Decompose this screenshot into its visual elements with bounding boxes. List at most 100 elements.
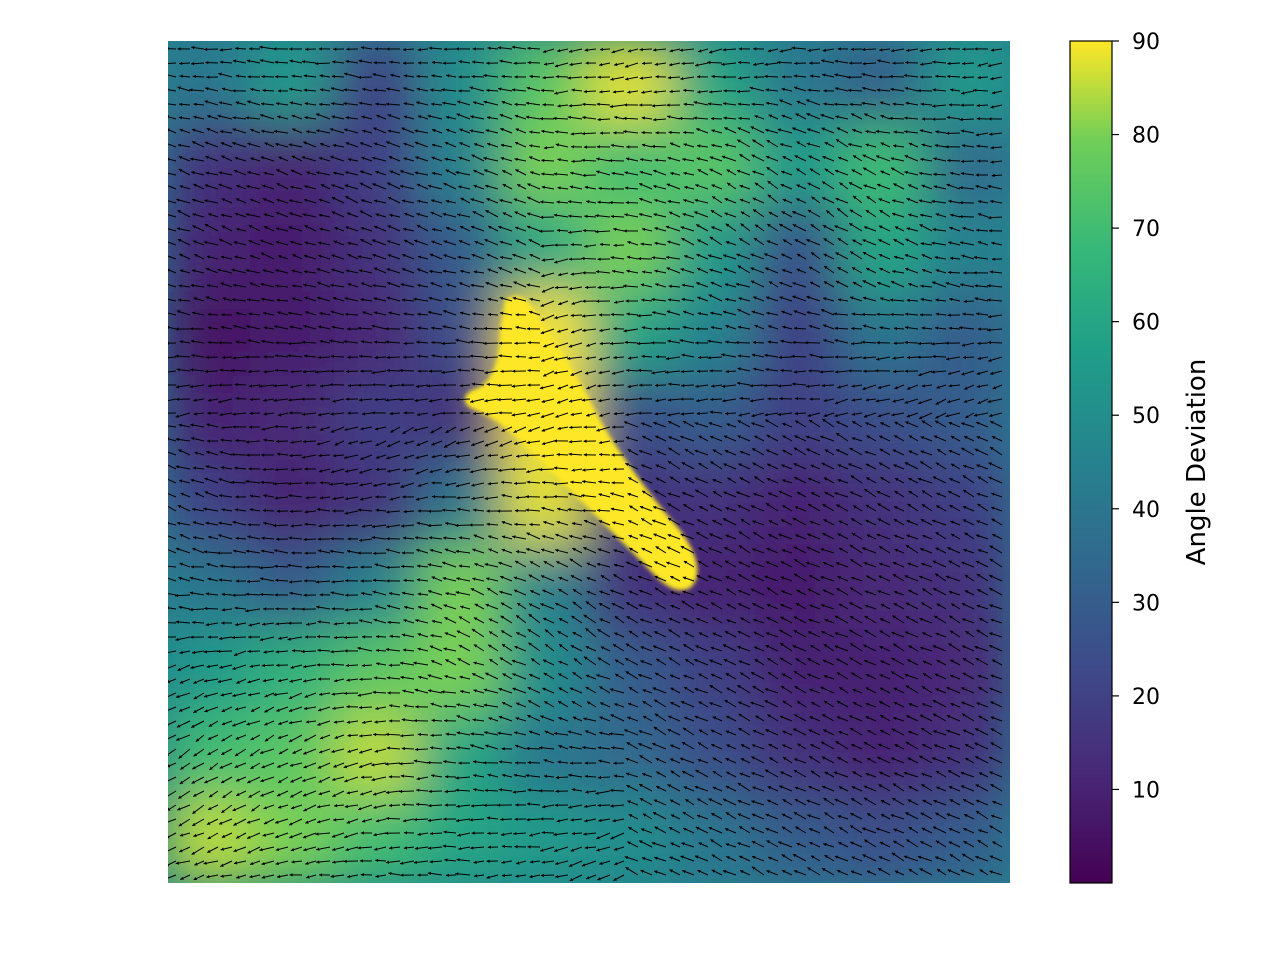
vector-arrow-head [303, 198, 308, 202]
vector-arrow-head [710, 397, 714, 402]
vector-arrow-head [319, 227, 323, 231]
vector-arrow-head [485, 412, 489, 416]
vector-arrow-head [527, 368, 531, 373]
heatmap-cell [418, 460, 507, 549]
vector-arrow-head [931, 370, 935, 374]
vector-arrow-head [290, 185, 294, 189]
vector-arrow-head [543, 146, 548, 150]
vector-arrow-head [992, 386, 997, 390]
vector-arrow-head [834, 225, 838, 229]
vector-arrow-head [725, 223, 730, 227]
vector-arrow-head [232, 356, 236, 360]
vector-arrow-head [735, 282, 740, 287]
heatmap-cell [418, 712, 507, 801]
vector-arrow-head [794, 239, 799, 243]
vector-arrow-head [207, 312, 211, 317]
vector-arrow-head [667, 339, 671, 343]
vector-arrow-head [862, 296, 867, 300]
vector-arrow-head [600, 47, 604, 52]
vector-arrow-head [862, 252, 867, 255]
vector-arrow-head [260, 239, 264, 243]
vector-arrow-head [625, 299, 629, 303]
vector-arrow-head [500, 369, 504, 373]
vector-arrow-head [946, 115, 950, 120]
heatmap-cell [671, 460, 760, 549]
heatmap-cell [418, 544, 507, 633]
vector-arrow-head [990, 421, 994, 425]
vector-arrow-head [331, 211, 336, 215]
vector-arrow-head [512, 88, 516, 92]
vector-arrow-head [893, 130, 897, 134]
vector-arrow-head [484, 355, 488, 360]
vector-arrow-head [768, 325, 772, 329]
vector-arrow-head [469, 340, 473, 344]
vector-arrow-head [809, 353, 813, 357]
vector-arrow-head [959, 326, 963, 330]
vector-arrow-head [218, 171, 222, 175]
vector-arrow-head [457, 100, 461, 104]
vector-arrow-head [175, 437, 180, 442]
vector-arrow-head [263, 355, 267, 359]
heatmap-cell [587, 41, 676, 128]
vector-arrow [168, 74, 177, 78]
vector-arrow-head [374, 427, 379, 431]
vector-arrow-head [764, 74, 768, 79]
vector-arrow-head [683, 310, 687, 314]
vector-arrow-head [179, 340, 183, 344]
vector-arrow-head [554, 243, 558, 247]
vector-arrow-head [401, 298, 406, 302]
vector-arrow-head [960, 103, 964, 107]
vector-arrow-head [218, 341, 222, 345]
vector-arrow-head [863, 414, 868, 418]
vector-arrow-head [417, 283, 421, 288]
vector-arrow-head [581, 256, 585, 261]
vector-arrow-head [219, 238, 223, 242]
heatmap-cell [334, 628, 423, 717]
vector-arrow-head [793, 310, 798, 314]
vector-arrow-head [684, 185, 688, 190]
vector-arrow-head [486, 253, 491, 257]
vector-arrow-head [205, 296, 210, 300]
vector-arrow-head [599, 328, 603, 332]
vector-arrow-head [306, 130, 310, 134]
vector-arrow-head [431, 240, 435, 244]
heatmap-cell [168, 41, 255, 128]
vector-arrow-head [261, 297, 265, 301]
vector-arrow-head [976, 384, 981, 388]
vector-arrow-head [470, 283, 474, 287]
vector-arrow-head [304, 354, 308, 358]
vector-arrow-head [301, 60, 306, 64]
vector-arrow-head [598, 357, 603, 361]
vector-arrow-head [444, 398, 449, 402]
vector-arrow-head [402, 48, 407, 52]
vector-arrow-head [205, 61, 209, 65]
vector-arrow-head [754, 324, 758, 328]
vector-arrow-head [655, 283, 659, 287]
heatmap-cell [839, 712, 928, 801]
vector-arrow-head [962, 75, 966, 80]
vector-arrow-head [332, 60, 336, 64]
vector-arrow-head [231, 268, 236, 272]
vector-arrow-head [232, 59, 237, 63]
vector-arrow-head [640, 158, 644, 162]
vector-arrow-head [837, 298, 842, 302]
vector-arrow-head [877, 414, 882, 418]
vector-arrow-head [811, 252, 815, 256]
vector-arrow-head [975, 421, 980, 425]
vector-arrow-head [179, 253, 183, 257]
vector-arrow-head [305, 311, 309, 315]
vector-arrow-head [597, 384, 601, 388]
vector-arrow-head [263, 213, 268, 217]
vector-arrow-head [178, 423, 182, 427]
vector-arrow-head [457, 355, 461, 359]
vector-arrow-head [250, 198, 254, 202]
vector-arrow-head [891, 413, 895, 417]
vector-arrow-head [431, 156, 435, 160]
vector-arrow-head [177, 143, 182, 147]
vector-arrow-head [514, 141, 519, 145]
vector-arrow-head [766, 240, 771, 244]
vector-arrow-head [387, 114, 392, 118]
vector-arrow-head [387, 240, 391, 244]
vector-arrow-head [528, 356, 532, 360]
vector-arrow-head [347, 327, 351, 331]
